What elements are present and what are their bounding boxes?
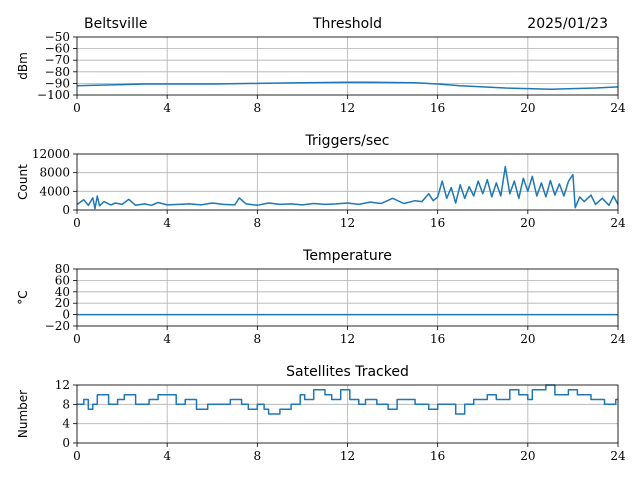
x-tick-label: 20 [520,332,535,346]
x-tick-label: 16 [430,449,445,463]
chart-panel: 0 4 8 12 16 20 24 −100−90−80−70−60−50 Threshold d… [16,16,626,115]
chart-title: Threshold [312,16,382,32]
x-tick-label: 20 [520,449,535,463]
x-tick-label: 12 [340,449,355,463]
y-tick-label: −90 [45,76,70,90]
x-tick-label: 4 [163,216,171,230]
chart-panel: 0 4 8 12 16 20 24 0 4000 8000 12000 Triggers/sec Cou… [16,133,626,230]
x-tick-label: 20 [520,101,535,115]
x-tick-label: 24 [610,332,626,346]
x-tick-label: 8 [254,216,262,230]
series-line [76,81,619,90]
x-tick-label: 0 [73,332,81,346]
y-tick-label: −60 [45,42,70,56]
x-tick-label: 16 [430,216,445,230]
x-tick-label: 4 [163,101,171,115]
y-axis-label: Number [16,390,30,438]
y-axis-label: Count [16,164,30,200]
y-tick-label: 80 [55,262,70,276]
y-tick-label: 12 [55,378,70,392]
y-tick-label: −100 [37,88,70,102]
x-tick-label: 4 [163,449,171,463]
y-tick-label: 4000 [39,184,70,198]
x-tick-label: 12 [340,101,355,115]
y-tick-label: 40 [55,285,70,299]
series-line [76,165,619,210]
x-tick-label: 12 [340,332,355,346]
y-tick-label: 60 [55,273,70,287]
y-tick-label: 0 [62,436,70,450]
x-tick-label: 16 [430,332,445,346]
x-tick-label: 4 [163,332,171,346]
x-tick-label: 24 [610,216,626,230]
y-axis-label: °C [16,290,30,304]
chart-title: Temperature [302,248,392,264]
date-label: 2025/01/23 [527,16,608,32]
y-axis-label: dBm [16,52,30,80]
y-tick-label: −50 [45,30,70,44]
x-tick-label: 0 [73,449,81,463]
series-line [77,384,618,415]
chart-panels: 0 4 8 12 16 20 24 −100−90−80−70−60−50 Threshold d… [16,16,626,463]
y-tick-label: 12000 [32,147,70,161]
y-tick-label: −80 [45,65,70,79]
x-tick-label: 8 [254,101,262,115]
y-tick-label: 8 [62,397,70,411]
x-tick-label: 24 [610,101,626,115]
x-tick-label: 20 [520,216,535,230]
y-tick-label: 4 [62,417,70,431]
station-name: Beltsville [84,16,147,32]
y-tick-label: −70 [45,53,70,67]
y-tick-label: −20 [45,319,70,333]
x-tick-label: 8 [254,332,262,346]
x-tick-label: 12 [340,216,355,230]
y-tick-label: 0 [62,203,70,217]
x-tick-label: 0 [73,101,81,115]
x-tick-label: 16 [430,101,445,115]
chart-panel: 0 4 8 12 16 20 24 0 4 8 12 Satellites Tracked Number [16,364,626,463]
y-tick-label: 8000 [39,166,70,180]
x-tick-label: 0 [73,216,81,230]
x-tick-label: 8 [254,449,262,463]
chart-title: Satellites Tracked [286,364,409,380]
x-tick-label: 24 [610,449,626,463]
y-tick-label: 0 [62,308,70,322]
y-tick-label: 20 [55,296,70,310]
chart-title: Triggers/sec [305,133,390,149]
